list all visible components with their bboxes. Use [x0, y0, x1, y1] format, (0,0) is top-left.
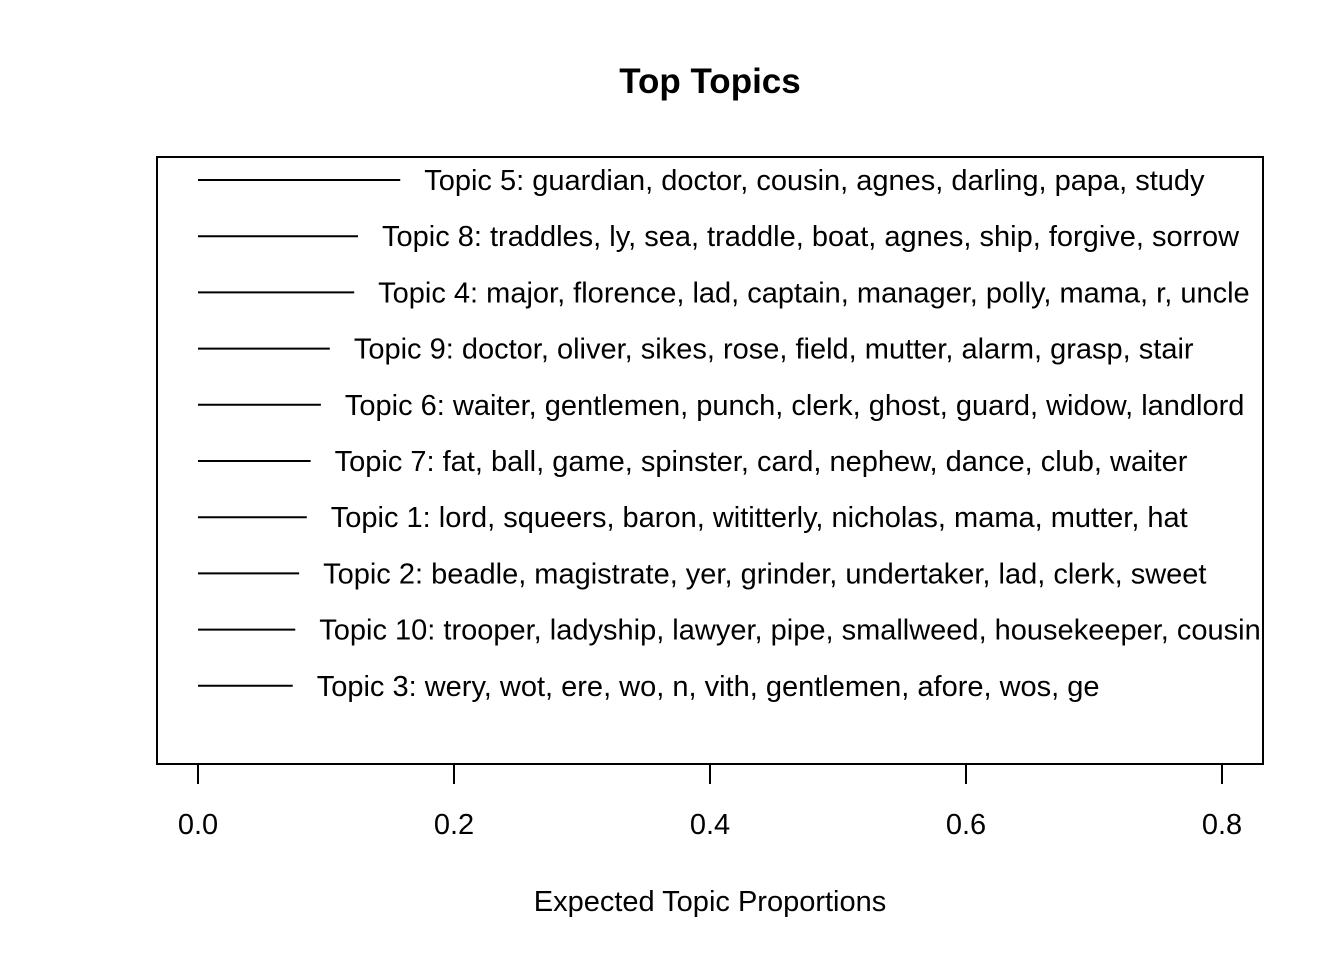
x-axis: 0.0 0.2 0.4 0.6 0.8 — [178, 764, 1242, 841]
topic-label: Topic 10: trooper, ladyship, lawyer, pip… — [319, 615, 1260, 647]
topic-label: Topic 4: major, florence, lad, captain, … — [378, 277, 1250, 309]
bars-group: Topic 5: guardian, doctor, cousin, agnes… — [198, 165, 1261, 703]
topic-label: Topic 6: waiter, gentlemen, punch, clerk… — [345, 390, 1245, 422]
topic-label: Topic 8: traddles, ly, sea, traddle, boa… — [382, 221, 1240, 253]
x-tick-label: 0.0 — [178, 809, 218, 841]
topic-label: Topic 2: beadle, magistrate, yer, grinde… — [323, 558, 1206, 590]
topic-label: Topic 5: guardian, doctor, cousin, agnes… — [424, 165, 1205, 197]
topic-label: Topic 3: wery, wot, ere, wo, n, vith, ge… — [317, 671, 1100, 703]
chart-title: Top Topics — [619, 62, 800, 101]
topic-label: Topic 7: fat, ball, game, spinster, card… — [335, 446, 1188, 478]
x-tick-label: 0.2 — [434, 809, 474, 841]
x-tick-label: 0.6 — [946, 809, 986, 841]
x-tick-label: 0.4 — [690, 809, 730, 841]
topic-label: Topic 1: lord, squeers, baron, wititterl… — [331, 502, 1188, 534]
x-tick-label: 0.8 — [1202, 809, 1242, 841]
topic-label: Topic 9: doctor, oliver, sikes, rose, fi… — [354, 334, 1194, 366]
x-axis-label: Expected Topic Proportions — [534, 886, 887, 918]
